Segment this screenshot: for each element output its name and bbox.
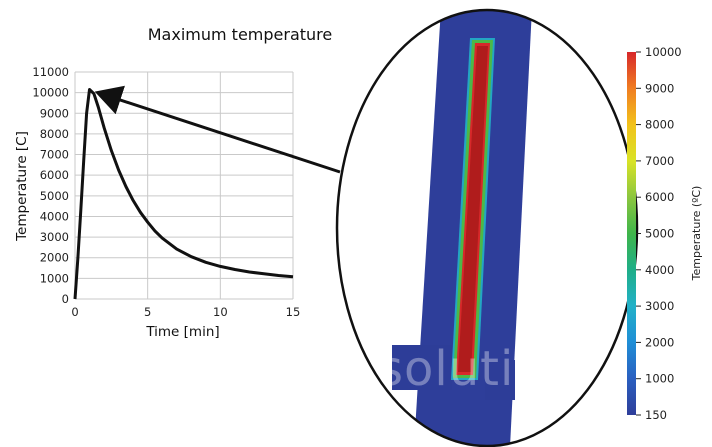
y-tick-label: 10000 [32, 86, 69, 100]
x-tick-labels: 0 5 10 15 [71, 305, 300, 319]
y-tick-label: 3000 [40, 230, 69, 244]
contour-image: solutions [335, 8, 639, 447]
watermark: solutions [378, 341, 602, 397]
colorbar-tick-label: 1000 [645, 372, 674, 386]
colorbar: 10000 9000 8000 7000 6000 5000 4000 3000 2000 100… [627, 45, 703, 422]
y-tick-label: 11000 [32, 65, 69, 79]
y-tick-label: 7000 [40, 148, 69, 162]
colorbar-tick-label: 2000 [645, 335, 674, 349]
y-tick-labels: 0 1000 2000 3000 4000 5000 6000 7000 8000 9000 100… [32, 65, 69, 306]
x-tick-label: 0 [71, 305, 78, 319]
colorbar-tick-label: 7000 [645, 154, 674, 168]
y-tick-label: 2000 [40, 251, 69, 265]
y-tick-label: 0 [62, 292, 69, 306]
colorbar-tick-label: 3000 [645, 299, 674, 313]
y-tick-label: 1000 [40, 271, 69, 285]
grid [74, 71, 294, 300]
x-tick-label: 10 [213, 305, 228, 319]
y-tick-label: 4000 [40, 209, 69, 223]
colorbar-ticks: 10000 9000 8000 7000 6000 5000 4000 3000 2000 100… [636, 45, 682, 422]
rod-hot-core [458, 46, 488, 372]
colorbar-tick-label: 8000 [645, 118, 674, 132]
x-tick-label: 5 [144, 305, 151, 319]
colorbar-tick-label: 10000 [645, 45, 682, 59]
y-tick-label: 5000 [40, 189, 69, 203]
chart-title: Maximum temperature [148, 25, 333, 44]
colorbar-tick-label: 150 [645, 408, 667, 422]
colorbar-gradient [627, 52, 636, 415]
y-tick-label: 8000 [40, 127, 69, 141]
part-protrusion-right [485, 360, 515, 400]
x-tick-label: 15 [286, 305, 301, 319]
y-tick-label: 9000 [40, 106, 69, 120]
line-chart: Maximum temperature 01000200030004000500… [14, 25, 332, 340]
temperature-series-line [73, 88, 294, 300]
colorbar-label: Temperature (ºC) [690, 186, 703, 282]
y-axis-label: Temperature [C] [14, 131, 30, 242]
annotation-arrow [94, 85, 341, 174]
zoom-ellipse [335, 8, 639, 447]
part-protrusion-left [392, 345, 452, 390]
colorbar-tick-label: 4000 [645, 263, 674, 277]
colorbar-tick-label: 5000 [645, 227, 674, 241]
x-axis-label: Time [min] [145, 324, 219, 340]
colorbar-tick-label: 6000 [645, 190, 674, 204]
y-tick-label: 6000 [40, 168, 69, 182]
colorbar-tick-label: 9000 [645, 81, 674, 95]
